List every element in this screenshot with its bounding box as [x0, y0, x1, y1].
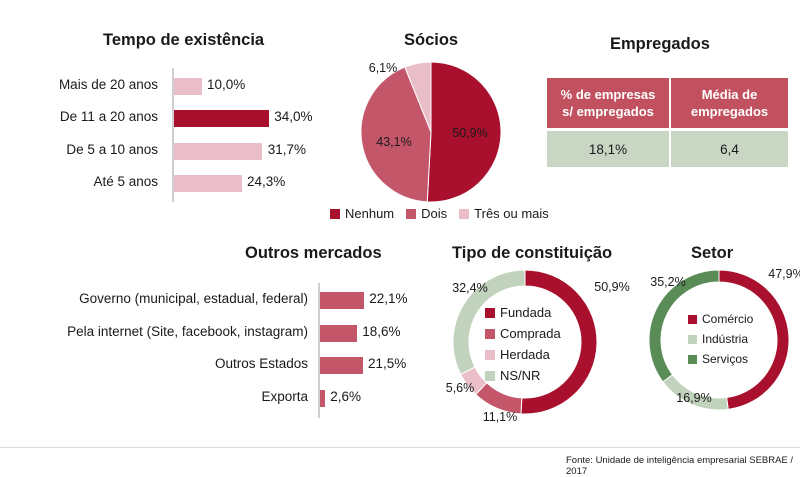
pie-value-label: 16,9%	[676, 391, 711, 405]
bar	[173, 142, 263, 160]
swatch-icon	[688, 314, 697, 324]
swatch-icon	[330, 208, 340, 219]
pie-value-label: 50,9%	[594, 280, 629, 294]
bar	[173, 78, 202, 95]
pie-value-label: 6,1%	[369, 61, 398, 75]
bar-value-label: 18,6%	[362, 323, 401, 339]
pie-value-label: 35,2%	[650, 275, 685, 289]
bar-value-label: 22,1%	[369, 291, 408, 306]
legend-item-dois: Dois	[406, 206, 447, 221]
chart-title-socios: Sócios	[404, 31, 459, 49]
bar-value-label: 21,5%	[368, 356, 407, 371]
legend-item-industria: Indústria	[688, 329, 753, 349]
bar-value-label: 34,0%	[274, 109, 313, 125]
bar-category-label: Governo (municipal, estadual, federal)	[79, 291, 308, 306]
bar-value-label: 2,6%	[330, 388, 361, 404]
pie-slice	[648, 269, 720, 383]
legend-item-tres-ou-mais: Três ou mais	[459, 206, 549, 221]
bar-category-label: De 5 a 10 anos	[66, 141, 158, 157]
legend-item-herdada: Herdada	[485, 344, 561, 365]
swatch-icon	[459, 208, 470, 219]
chart-title-setor: Setor	[691, 244, 734, 262]
pie-value-label: 47,9%	[768, 267, 800, 281]
table-cell-media: 6,4	[671, 131, 788, 167]
table-title-empregados: Empregados	[610, 35, 710, 53]
chart-title-tipo-constituicao: Tipo de constituição	[452, 244, 613, 262]
legend-item-fundada: Fundada	[485, 302, 561, 323]
pie-value-label: 50,9%	[452, 126, 487, 140]
pie-value-label: 11,1%	[483, 410, 518, 424]
chart-title-outros-mercados: Outros mercados	[245, 244, 382, 262]
pie-value-label: 43,1%	[376, 135, 411, 149]
legend-item-servicos: Serviços	[688, 349, 753, 369]
bar	[173, 110, 269, 128]
table-header-pct-sem-empregados: % de empresas s/ empregados	[547, 78, 669, 128]
legend-setor: Comércio Indústria Serviços	[688, 309, 753, 369]
bar-category-label: Pela internet (Site, facebook, instagram…	[67, 323, 308, 339]
legend-item-nsnr: NS/NR	[485, 365, 561, 386]
pie-slice	[452, 269, 526, 375]
bar-value-label: 10,0%	[207, 77, 246, 92]
swatch-icon	[688, 354, 697, 364]
swatch-icon	[688, 334, 697, 344]
swatch-icon	[485, 328, 495, 339]
bar	[173, 174, 242, 192]
swatch-icon	[485, 307, 495, 318]
bar-value-label: 24,3%	[247, 173, 286, 189]
legend-item-comercio: Comércio	[688, 309, 753, 329]
legend-item-comprada: Comprada	[485, 323, 561, 344]
pie-value-label: 5,6%	[446, 381, 475, 395]
legend-socios: Nenhum Dois Três ou mais	[330, 206, 549, 221]
pie-slice	[404, 61, 432, 133]
swatch-icon	[485, 370, 495, 381]
bar-category-label: Outros Estados	[214, 356, 308, 371]
bar	[319, 324, 357, 342]
bar	[319, 292, 364, 309]
pie-value-label: 32,4%	[452, 281, 487, 295]
footer-divider	[0, 447, 800, 448]
bar-value-label: 31,7%	[267, 141, 307, 157]
legend-item-nenhum: Nenhum	[330, 206, 394, 221]
bar-category-label: De 11 a 20 anos	[59, 109, 158, 125]
pie-slice	[426, 61, 502, 203]
table-empregados: % de empresas s/ empregados Média de empre…	[545, 75, 790, 170]
bar-axis	[172, 68, 174, 202]
swatch-icon	[406, 208, 417, 219]
bar-axis	[318, 283, 320, 418]
legend-tipo-constituicao: Fundada Comprada Herdada NS/NR	[485, 302, 561, 386]
bar-category-label: Exporta	[261, 388, 308, 404]
bar	[319, 357, 363, 374]
swatch-icon	[485, 349, 495, 360]
bar-category-label: Até 5 anos	[93, 173, 158, 189]
source-note: Fonte: Unidade de inteligência empresari…	[566, 455, 794, 477]
table-cell-pct: 18,1%	[547, 131, 669, 167]
bar	[319, 389, 325, 407]
bar-category-label: Mais de 20 anos	[58, 77, 158, 92]
pie-slice	[360, 66, 432, 203]
chart-title-tempo: Tempo de existência	[103, 31, 265, 49]
table-header-media-empregados: Média de empregados	[671, 78, 788, 128]
